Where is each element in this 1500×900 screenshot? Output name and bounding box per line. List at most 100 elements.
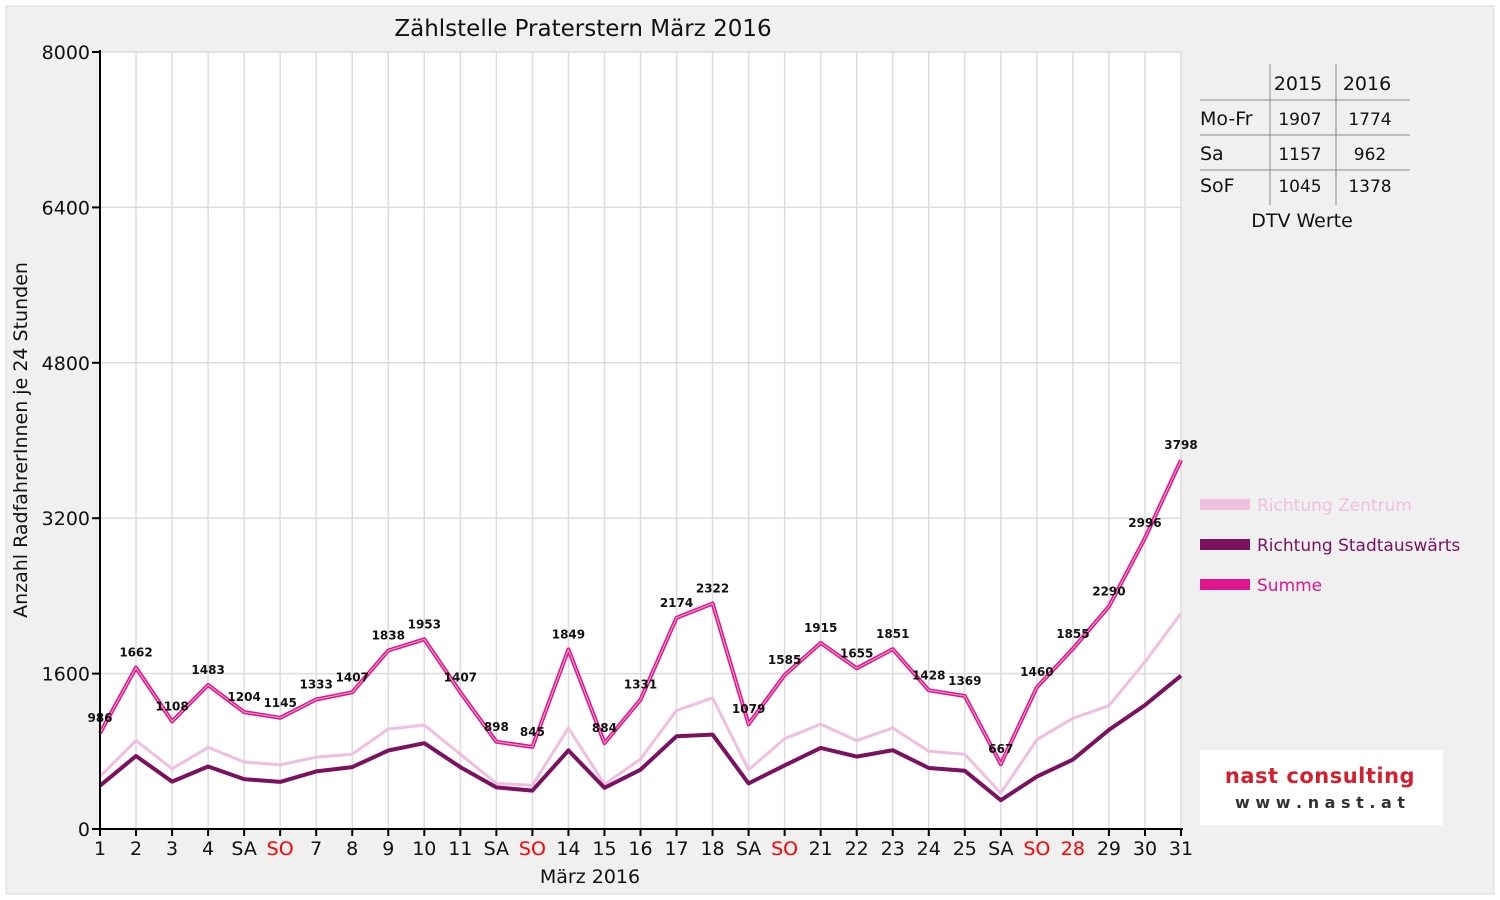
- dtv-cell: 962: [1354, 145, 1386, 165]
- data-label: 1407: [444, 670, 477, 684]
- dtv-row-label: Mo-Fr: [1200, 108, 1253, 130]
- x-tick-label: 22: [845, 838, 869, 860]
- x-tick-label: 29: [1097, 838, 1121, 860]
- y-tick-label: 3200: [42, 508, 90, 530]
- data-label: 2174: [660, 596, 693, 610]
- logo-box: [1200, 750, 1443, 825]
- x-tick-label: 11: [448, 838, 472, 860]
- data-label: 667: [988, 742, 1013, 756]
- dtv-caption: DTV Werte: [1251, 210, 1353, 232]
- x-tick-label: 4: [202, 838, 214, 860]
- data-label: 1849: [552, 627, 585, 641]
- x-tick-label: 24: [917, 838, 941, 860]
- data-label: 1655: [840, 646, 873, 660]
- data-label: 898: [484, 720, 509, 734]
- legend-label: Summe: [1257, 576, 1322, 596]
- data-label: 1855: [1056, 627, 1089, 641]
- x-tick-label: 17: [664, 838, 688, 860]
- data-label: 1407: [336, 670, 369, 684]
- data-labels: 9861662110814831204114513331407183819531…: [87, 438, 1197, 756]
- logo-name: nast consulting: [1225, 764, 1415, 788]
- x-tick-label: 21: [809, 838, 833, 860]
- data-label: 1851: [876, 627, 909, 641]
- dtv-row-label: Sa: [1200, 143, 1224, 165]
- data-label: 1662: [119, 646, 152, 660]
- y-tick-label: 6400: [42, 197, 90, 219]
- data-label: 2996: [1128, 516, 1161, 530]
- x-tick-label: 8: [346, 838, 358, 860]
- x-tick-label: 7: [310, 838, 322, 860]
- legend-swatch: [1200, 539, 1250, 550]
- dtv-cell: 1045: [1278, 177, 1321, 197]
- data-label: 3798: [1164, 438, 1197, 452]
- x-tick-label: SO: [519, 838, 546, 860]
- dtv-table: 2015 2016 Mo-Fr 1907 1774 Sa 1157 962 So…: [1200, 64, 1410, 232]
- x-tick-label: SO: [267, 838, 294, 860]
- data-label: 1204: [227, 690, 260, 704]
- x-axis-label: März 2016: [540, 866, 640, 888]
- data-label: 1428: [912, 668, 945, 682]
- legend-label: Richtung Zentrum: [1257, 496, 1412, 516]
- data-label: 1953: [408, 617, 441, 631]
- data-label: 1079: [732, 702, 765, 716]
- x-tick-label: SA: [736, 838, 761, 860]
- x-tick-label: SO: [771, 838, 798, 860]
- y-tick-labels: 0 1600 3200 4800 6400 8000: [42, 42, 100, 841]
- dtv-cell: 1774: [1348, 110, 1391, 130]
- data-label: 2322: [696, 581, 729, 595]
- dtv-cell: 1907: [1278, 110, 1321, 130]
- x-tick-label: SA: [231, 838, 256, 860]
- x-tick-label: 9: [382, 838, 394, 860]
- dtv-row-label: SoF: [1200, 175, 1235, 197]
- data-label: 1145: [263, 696, 296, 710]
- data-label: 2290: [1092, 585, 1125, 599]
- x-tick-labels: 1 2 3 4 SA SO 7 8 9 10 11 SA SO 14 15 16 17 18 SA SO 21 22 23 2…: [94, 829, 1193, 860]
- x-tick-label: 2: [130, 838, 142, 860]
- series-line-highlight: [99, 459, 1182, 765]
- data-label: 1460: [1020, 665, 1053, 679]
- x-tick-label: SO: [1023, 838, 1050, 860]
- x-tick-label: 3: [166, 838, 178, 860]
- x-tick-label: 14: [556, 838, 580, 860]
- x-tick-label: 16: [628, 838, 652, 860]
- legend: Richtung Zentrum Richtung Stadtauswärts Su…: [1200, 496, 1460, 596]
- data-label: 1333: [299, 678, 332, 692]
- data-label: 1585: [768, 653, 801, 667]
- dtv-cell: 1378: [1348, 177, 1391, 197]
- chart-title: Zählstelle Praterstern März 2016: [394, 16, 771, 42]
- data-label: 845: [520, 725, 545, 739]
- data-label: 1483: [191, 663, 224, 677]
- data-label: 1108: [155, 699, 188, 713]
- data-label: 884: [592, 721, 617, 735]
- data-label: 1915: [804, 621, 837, 635]
- x-tick-label: SA: [484, 838, 509, 860]
- y-tick-label: 4800: [42, 353, 90, 375]
- legend-swatch: [1200, 579, 1250, 590]
- x-tick-label: SA: [988, 838, 1013, 860]
- y-tick-label: 8000: [42, 42, 90, 64]
- logo: nast consulting w w w . n a s t . a t: [1200, 750, 1443, 825]
- dtv-header-2015: 2015: [1274, 73, 1322, 95]
- x-tick-label: 10: [412, 838, 436, 860]
- x-tick-label: 31: [1169, 838, 1193, 860]
- x-tick-label: 25: [953, 838, 977, 860]
- series-line-2: [98, 674, 1183, 803]
- x-tick-label: 18: [700, 838, 724, 860]
- legend-label: Richtung Stadtauswärts: [1257, 536, 1460, 556]
- x-tick-label: 28: [1061, 838, 1085, 860]
- logo-url: w w w . n a s t . a t: [1235, 793, 1405, 812]
- data-label: 1369: [948, 674, 981, 688]
- series-layer: [98, 459, 1183, 803]
- series-line-1: [98, 612, 1183, 795]
- y-tick-label: 1600: [42, 664, 90, 686]
- data-label: 1331: [624, 678, 657, 692]
- dtv-header-2016: 2016: [1343, 73, 1391, 95]
- x-tick-label: 1: [94, 838, 106, 860]
- x-tick-label: 15: [592, 838, 616, 860]
- y-tick-label: 0: [78, 819, 90, 841]
- y-axis-label: Anzahl RadfahrerInnen je 24 Stunden: [10, 262, 32, 618]
- dtv-cell: 1157: [1278, 145, 1321, 165]
- legend-swatch: [1200, 499, 1250, 510]
- x-tick-label: 23: [881, 838, 905, 860]
